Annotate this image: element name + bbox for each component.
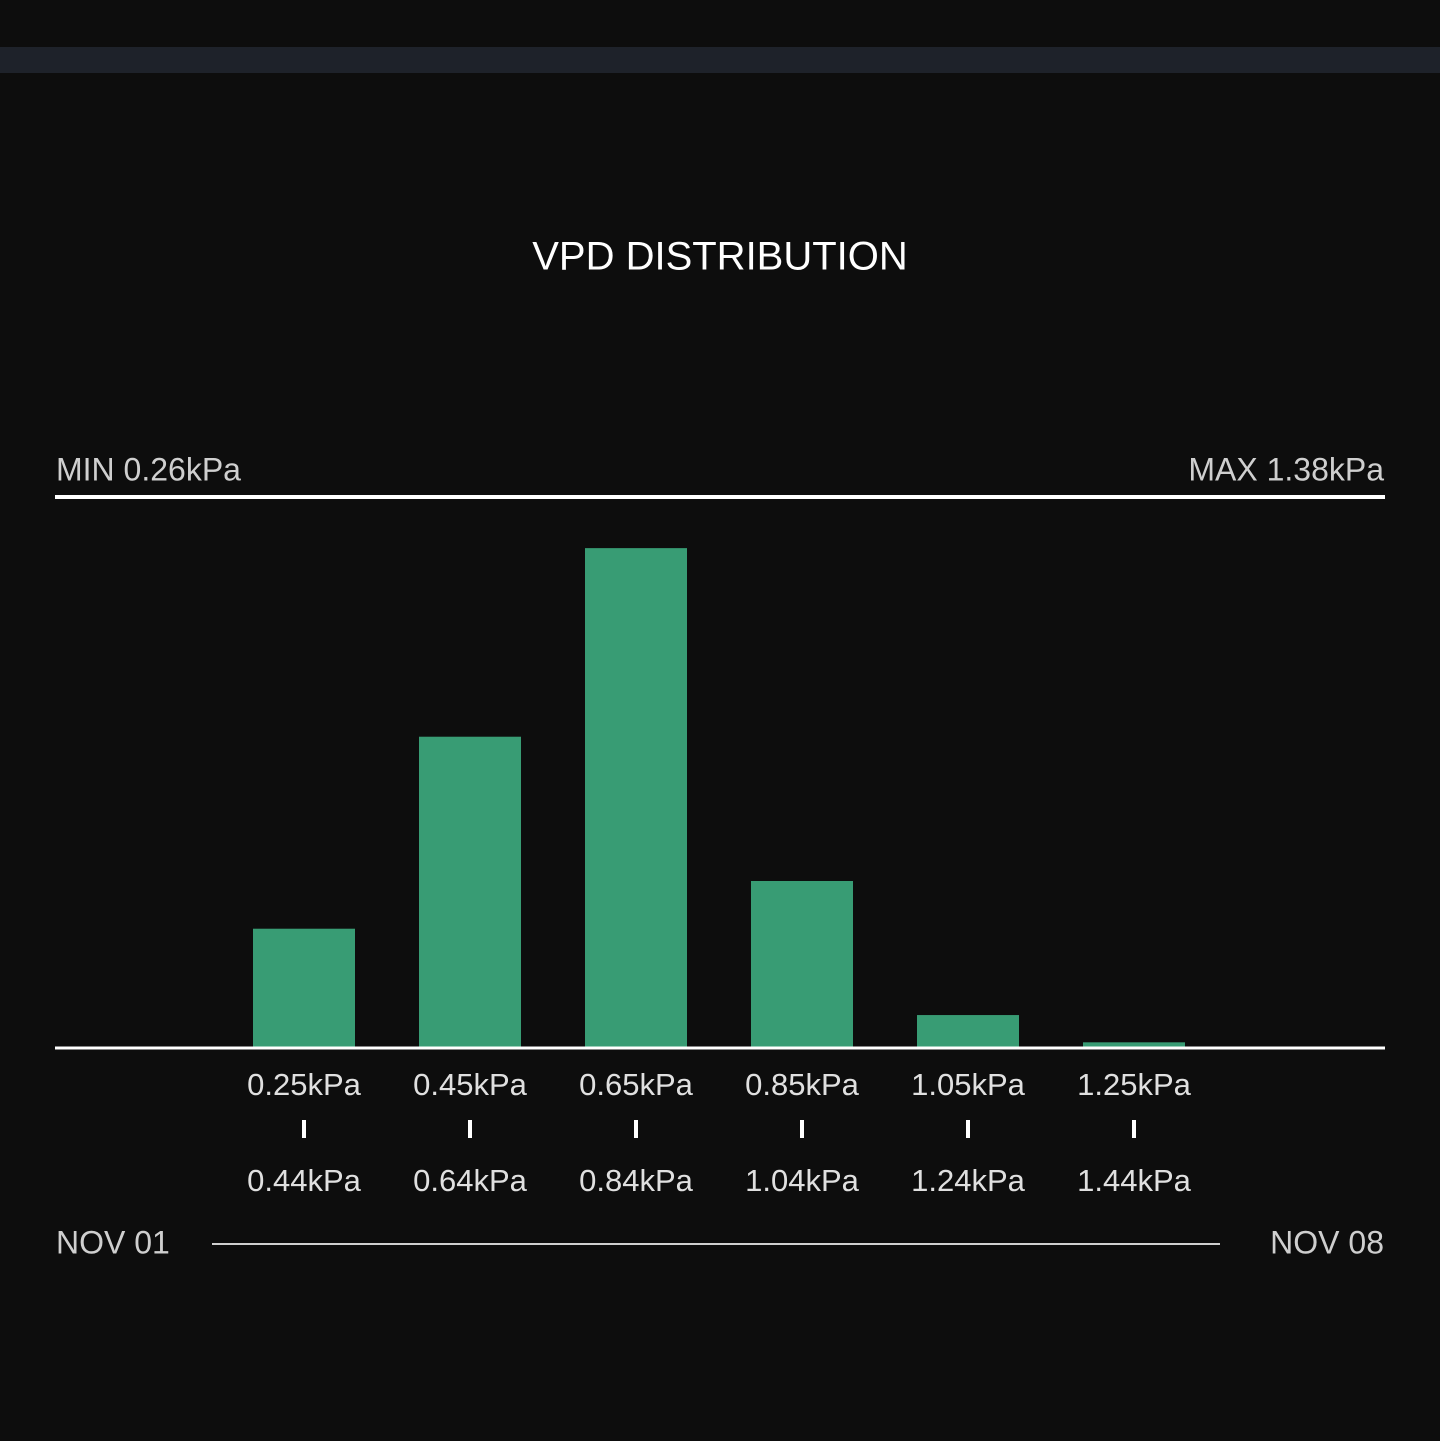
bar xyxy=(419,736,521,1048)
end-date: NOV 08 xyxy=(1270,1224,1384,1260)
bar xyxy=(917,1015,1019,1048)
bin-end-label: 1.44kPa xyxy=(1077,1163,1192,1198)
max-label: MAX 1.38kPa xyxy=(1188,451,1384,487)
bar xyxy=(585,548,687,1048)
bar xyxy=(1083,1042,1185,1048)
top-bar xyxy=(0,47,1440,73)
bin-start-label: 1.25kPa xyxy=(1077,1067,1192,1102)
min-label: MIN 0.26kPa xyxy=(56,451,241,487)
bin-start-label: 0.25kPa xyxy=(247,1067,362,1102)
bin-separator xyxy=(634,1120,638,1138)
bin-start-label: 0.85kPa xyxy=(745,1067,860,1102)
bin-end-label: 1.04kPa xyxy=(745,1163,860,1198)
bin-start-label: 0.45kPa xyxy=(413,1067,528,1102)
bin-start-label: 1.05kPa xyxy=(911,1067,1026,1102)
bin-separator xyxy=(302,1120,306,1138)
bin-end-label: 0.84kPa xyxy=(579,1163,694,1198)
start-date: NOV 01 xyxy=(56,1224,170,1260)
bin-separator xyxy=(468,1120,472,1138)
bin-separator xyxy=(1132,1120,1136,1138)
bin-start-label: 0.65kPa xyxy=(579,1067,694,1102)
bar xyxy=(751,880,853,1048)
bin-end-label: 0.64kPa xyxy=(413,1163,528,1198)
bin-end-label: 0.44kPa xyxy=(247,1163,362,1198)
bin-separator xyxy=(966,1120,970,1138)
bar xyxy=(253,928,355,1048)
bin-end-label: 1.24kPa xyxy=(911,1163,1026,1198)
bin-separator xyxy=(800,1120,804,1138)
chart-title: VPD DISTRIBUTION xyxy=(532,235,908,279)
